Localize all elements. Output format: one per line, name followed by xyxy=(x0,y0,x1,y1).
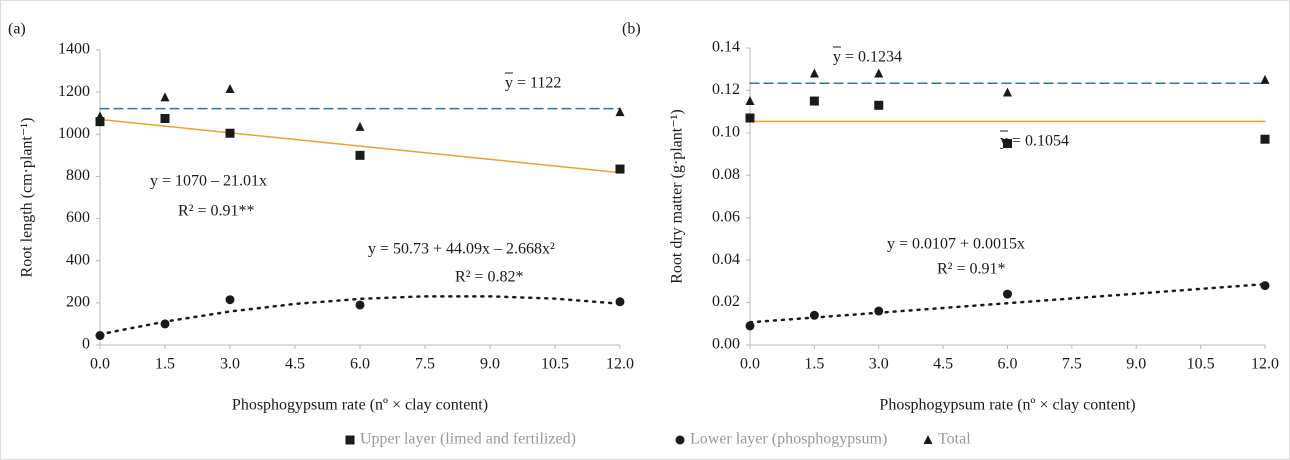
marker-triangle xyxy=(615,107,625,117)
annotation: y = 50.73 + 44.09x – 2.668x² xyxy=(368,241,555,258)
x-tick-label: 12.0 xyxy=(1251,356,1279,373)
marker-circle xyxy=(225,295,235,305)
marker-circle xyxy=(1003,289,1012,299)
x-tick-label: 0.0 xyxy=(90,356,110,373)
marker-triangle xyxy=(355,121,365,131)
marker-triangle xyxy=(1260,74,1270,84)
legend-label: Lower layer (phosphogypsum) xyxy=(690,431,887,448)
marker-triangle xyxy=(225,83,235,93)
panel-label: (a) xyxy=(8,21,26,38)
y-tick-label: 1200 xyxy=(58,83,90,100)
marker-triangle xyxy=(160,92,170,102)
y-tick-label: 400 xyxy=(66,251,90,268)
annotation: R² = 0.82* xyxy=(455,269,524,286)
marker-square xyxy=(1003,138,1012,148)
marker-circle xyxy=(874,306,884,316)
y-tick-label: 0 xyxy=(82,336,90,353)
y-tick-label: 1000 xyxy=(58,125,90,142)
trend-line xyxy=(99,118,621,174)
x-tick-label: 3.0 xyxy=(869,356,889,373)
marker-circle xyxy=(355,300,365,310)
marker-triangle xyxy=(874,68,884,78)
x-axis-title: Phosphogypsum rate (nº × clay content) xyxy=(879,397,1135,414)
x-tick-label: 6.0 xyxy=(350,356,370,373)
y-tick-label: 0.12 xyxy=(712,81,740,98)
marker-square xyxy=(1260,134,1270,144)
marker-square xyxy=(345,435,355,445)
marker-triangle xyxy=(745,96,755,106)
marker-circle xyxy=(95,331,105,341)
marker-circle xyxy=(1260,281,1270,291)
y-tick-label: 0.00 xyxy=(712,336,740,353)
x-tick-label: 9.0 xyxy=(1126,356,1146,373)
y-tick-label: 0.14 xyxy=(712,39,740,56)
x-tick-label: 0.0 xyxy=(740,356,760,373)
x-tick-label: 1.5 xyxy=(804,356,824,373)
x-axis-title: Phosphogypsum rate (nº × clay content) xyxy=(232,397,488,414)
y-tick-label: 0.10 xyxy=(712,124,740,141)
marker-square xyxy=(745,113,755,123)
marker-circle xyxy=(615,297,625,307)
y-tick-label: 0.02 xyxy=(712,293,740,310)
legend-label: Total xyxy=(938,431,971,448)
marker-square xyxy=(225,128,235,138)
y-tick-label: 1400 xyxy=(58,41,90,58)
marker-triangle xyxy=(809,68,819,78)
x-tick-label: 4.5 xyxy=(933,356,953,373)
annotation: y = 0.0107 + 0.0015x xyxy=(887,236,1025,253)
x-tick-label: 7.5 xyxy=(1062,356,1082,373)
y-tick-label: 200 xyxy=(66,294,90,311)
y-axis-title: Root dry matter (g·plant⁻¹) xyxy=(669,109,686,284)
marker-square xyxy=(809,96,819,106)
marker-circle xyxy=(745,321,755,331)
marker-square xyxy=(355,150,365,160)
annotation: y = 1122 xyxy=(505,75,561,92)
annotation: R² = 0.91** xyxy=(178,203,255,220)
marker-circle xyxy=(675,435,685,445)
x-tick-label: 7.5 xyxy=(415,356,435,373)
marker-square xyxy=(160,113,170,123)
marker-triangle xyxy=(1003,87,1012,97)
annotation: R² = 0.91* xyxy=(937,261,1006,278)
y-axis-title: Root length (cm·plant⁻¹) xyxy=(19,118,36,278)
y-tick-label: 600 xyxy=(66,209,90,226)
y-tick-label: 0.04 xyxy=(712,251,740,268)
annotation: y = 0.1234 xyxy=(833,49,902,66)
x-tick-label: 6.0 xyxy=(998,356,1018,373)
trend-line xyxy=(98,295,622,336)
legend-label: Upper layer (limed and fertilized) xyxy=(360,431,576,448)
x-tick-label: 12.0 xyxy=(606,356,634,373)
annotation: y = 0.1054 xyxy=(1000,133,1069,150)
x-tick-label: 10.5 xyxy=(541,356,569,373)
trend-line xyxy=(748,282,1267,324)
x-tick-label: 10.5 xyxy=(1187,356,1215,373)
marker-square xyxy=(874,100,884,110)
x-tick-label: 3.0 xyxy=(220,356,240,373)
marker-triangle xyxy=(95,111,105,121)
marker-circle xyxy=(160,319,170,329)
marker-triangle xyxy=(923,435,933,444)
panel-label: (b) xyxy=(622,21,641,38)
x-tick-label: 9.0 xyxy=(480,356,500,373)
annotation: y = 1070 – 21.01x xyxy=(150,173,267,190)
marker-square xyxy=(95,117,105,127)
marker-square xyxy=(615,164,625,174)
x-tick-label: 1.5 xyxy=(155,356,175,373)
y-tick-label: 800 xyxy=(66,167,90,184)
y-tick-label: 0.08 xyxy=(712,166,740,183)
marker-circle xyxy=(809,310,819,320)
x-tick-label: 4.5 xyxy=(285,356,305,373)
y-tick-label: 0.06 xyxy=(712,208,740,225)
